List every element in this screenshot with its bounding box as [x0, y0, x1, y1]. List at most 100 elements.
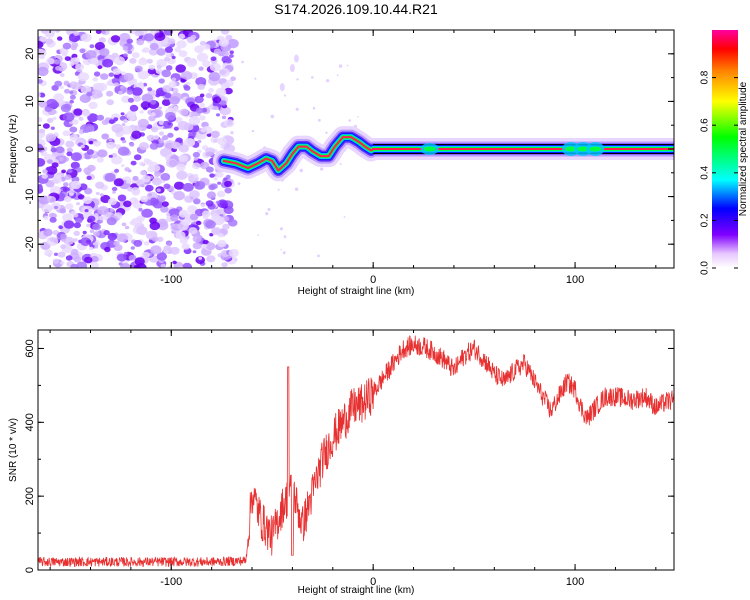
noise-blob	[120, 164, 125, 168]
noise-blob	[118, 262, 123, 266]
noise-speck	[257, 234, 260, 237]
noise-blob	[95, 191, 100, 196]
noise-blob	[176, 163, 186, 172]
noise-blob	[85, 50, 97, 60]
noise-blob	[157, 218, 168, 227]
noise-blob	[156, 236, 164, 242]
noise-blob	[192, 250, 197, 254]
noise-blob	[70, 180, 82, 190]
noise-speck	[279, 227, 283, 231]
noise-blob	[153, 135, 160, 140]
tone-blob-core	[577, 146, 590, 152]
noise-blob	[106, 141, 116, 150]
noise-blob	[101, 30, 106, 34]
noise-blob	[217, 181, 222, 185]
noise-blob	[165, 65, 173, 71]
noise-blob	[182, 262, 192, 268]
noise-blob	[168, 81, 177, 88]
noise-blob	[190, 34, 197, 40]
noise-blob	[217, 199, 228, 208]
noise-blob	[192, 162, 201, 170]
noise-blob	[126, 114, 136, 121]
noise-blob	[197, 132, 207, 140]
noise-blob	[73, 256, 82, 263]
noise-blob	[117, 146, 130, 156]
noise-blob	[139, 142, 149, 151]
noise-blob	[77, 72, 90, 82]
noise-speck	[312, 106, 316, 110]
x-tick-label: -100	[160, 576, 182, 588]
noise-blob	[97, 149, 108, 158]
noise-blob	[47, 207, 53, 212]
spectrogram-noise	[38, 30, 359, 268]
noise-blob	[194, 95, 204, 104]
noise-blob	[188, 227, 198, 235]
noise-blob	[46, 236, 59, 246]
noise-blob	[38, 158, 46, 167]
x-tick-label: 0	[370, 576, 376, 588]
noise-blob	[158, 106, 162, 110]
noise-blob	[198, 256, 203, 260]
noise-blob	[90, 261, 99, 268]
noise-blob	[197, 83, 205, 90]
noise-blob	[149, 43, 159, 51]
noise-blob	[99, 48, 110, 57]
noise-blob	[95, 181, 105, 189]
noise-blob	[107, 198, 117, 206]
noise-blob	[116, 253, 127, 262]
noise-blob	[80, 144, 85, 149]
noise-speck	[267, 208, 271, 211]
noise-blob	[164, 56, 171, 62]
noise-blob	[186, 58, 197, 68]
noise-blob	[136, 226, 148, 235]
noise-blob	[52, 116, 57, 121]
noise-blob	[215, 200, 220, 204]
noise-blob	[126, 179, 132, 184]
noise-blob	[133, 239, 143, 247]
noise-blob	[63, 80, 70, 86]
noise-blob	[123, 72, 134, 82]
noise-blob	[179, 108, 189, 116]
noise-blob	[213, 215, 225, 226]
noise-blob	[229, 50, 234, 54]
noise-blob	[141, 49, 146, 53]
colorbar-ticks: 0.0 0.2 0.4 0.6 0.8	[700, 70, 738, 275]
noise-blob	[150, 197, 157, 203]
noise-blob	[209, 233, 214, 237]
noise-blob	[200, 203, 206, 208]
noise-blob	[71, 119, 79, 125]
noise-blob	[146, 58, 153, 64]
snr-x-label: Height of straight line (km)	[298, 585, 415, 596]
noise-blob	[75, 63, 85, 71]
noise-blob	[68, 192, 74, 197]
noise-blob	[150, 245, 162, 255]
noise-blob	[94, 42, 105, 51]
noise-blob	[86, 149, 94, 155]
noise-blob	[120, 112, 125, 116]
noise-blob	[206, 255, 216, 263]
snr-panel: -100 0 100 0 200 400 600 Height of straight li…	[8, 329, 675, 596]
noise-blob	[101, 133, 109, 140]
noise-blob	[137, 70, 150, 80]
noise-blob	[189, 196, 194, 200]
signal-streak	[289, 64, 295, 73]
noise-blob	[121, 222, 127, 227]
noise-blob	[100, 73, 109, 80]
noise-blob	[79, 129, 84, 133]
noise-blob	[77, 194, 85, 200]
noise-blob	[133, 154, 142, 161]
noise-blob	[168, 208, 181, 218]
noise-blob	[205, 200, 214, 207]
noise-blob	[58, 225, 64, 230]
noise-blob	[70, 57, 80, 65]
noise-blob	[137, 118, 149, 128]
noise-blob	[156, 64, 162, 69]
noise-blob	[225, 174, 231, 179]
noise-blob	[132, 175, 139, 181]
noise-blob	[158, 138, 165, 144]
noise-blob	[70, 263, 79, 268]
noise-blob	[161, 201, 169, 207]
noise-blob	[130, 246, 135, 250]
noise-speck	[277, 188, 280, 191]
noise-blob	[158, 131, 164, 136]
